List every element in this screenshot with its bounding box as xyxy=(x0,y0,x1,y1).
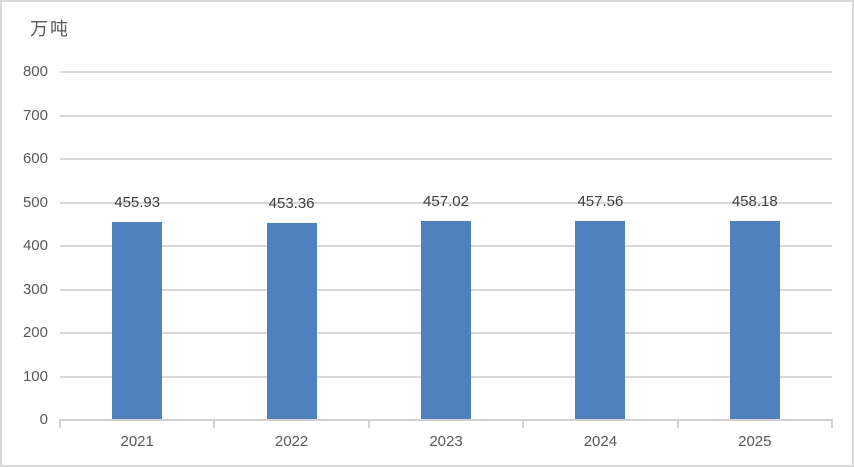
x-axis-tick-label: 2022 xyxy=(274,433,309,450)
y-axis-tick-label: 200 xyxy=(22,324,48,341)
axis-tick xyxy=(213,419,216,428)
bar xyxy=(266,222,317,420)
x-axis-tick-label: 2025 xyxy=(738,433,772,450)
gridline xyxy=(60,71,832,73)
axis-tick xyxy=(367,419,370,428)
y-axis-tick-label: 300 xyxy=(22,280,48,298)
bar-value-label: 457.02 xyxy=(423,193,469,211)
x-axis-tick-label: 2021 xyxy=(120,433,154,450)
y-axis-tick-label: 600 xyxy=(22,150,48,167)
y-axis-tick-label: 100 xyxy=(22,367,48,385)
y-axis-tick-label: 700 xyxy=(22,106,48,124)
y-axis-unit-label: 万吨 xyxy=(30,19,70,39)
bar-value-label: 453.36 xyxy=(268,194,315,212)
gridline xyxy=(60,158,832,160)
bar-value-label: 455.93 xyxy=(114,193,161,211)
bar xyxy=(112,221,163,420)
bar-value-label: 458.18 xyxy=(731,192,778,210)
plot-area: 455.93 453.36 457.02 457.56 458.18 xyxy=(60,71,832,420)
gridline xyxy=(60,114,832,117)
y-axis-tick-label: 500 xyxy=(22,193,48,211)
bar-value-label: 457.56 xyxy=(577,192,624,210)
bar xyxy=(575,220,626,420)
gridline xyxy=(60,201,832,204)
axis-tick xyxy=(522,419,525,428)
x-axis-tick-label: 2024 xyxy=(583,433,618,450)
y-axis-tick-label: 400 xyxy=(22,237,48,254)
axis-tick xyxy=(676,419,679,428)
x-axis-line xyxy=(59,419,833,421)
axis-tick xyxy=(831,419,833,428)
x-axis-tick-label: 2023 xyxy=(429,433,463,450)
bar xyxy=(421,221,471,420)
axis-tick xyxy=(59,419,61,428)
bar xyxy=(729,220,780,420)
y-axis-tick-label: 800 xyxy=(22,63,48,80)
y-axis-tick-label: 0 xyxy=(39,411,48,428)
